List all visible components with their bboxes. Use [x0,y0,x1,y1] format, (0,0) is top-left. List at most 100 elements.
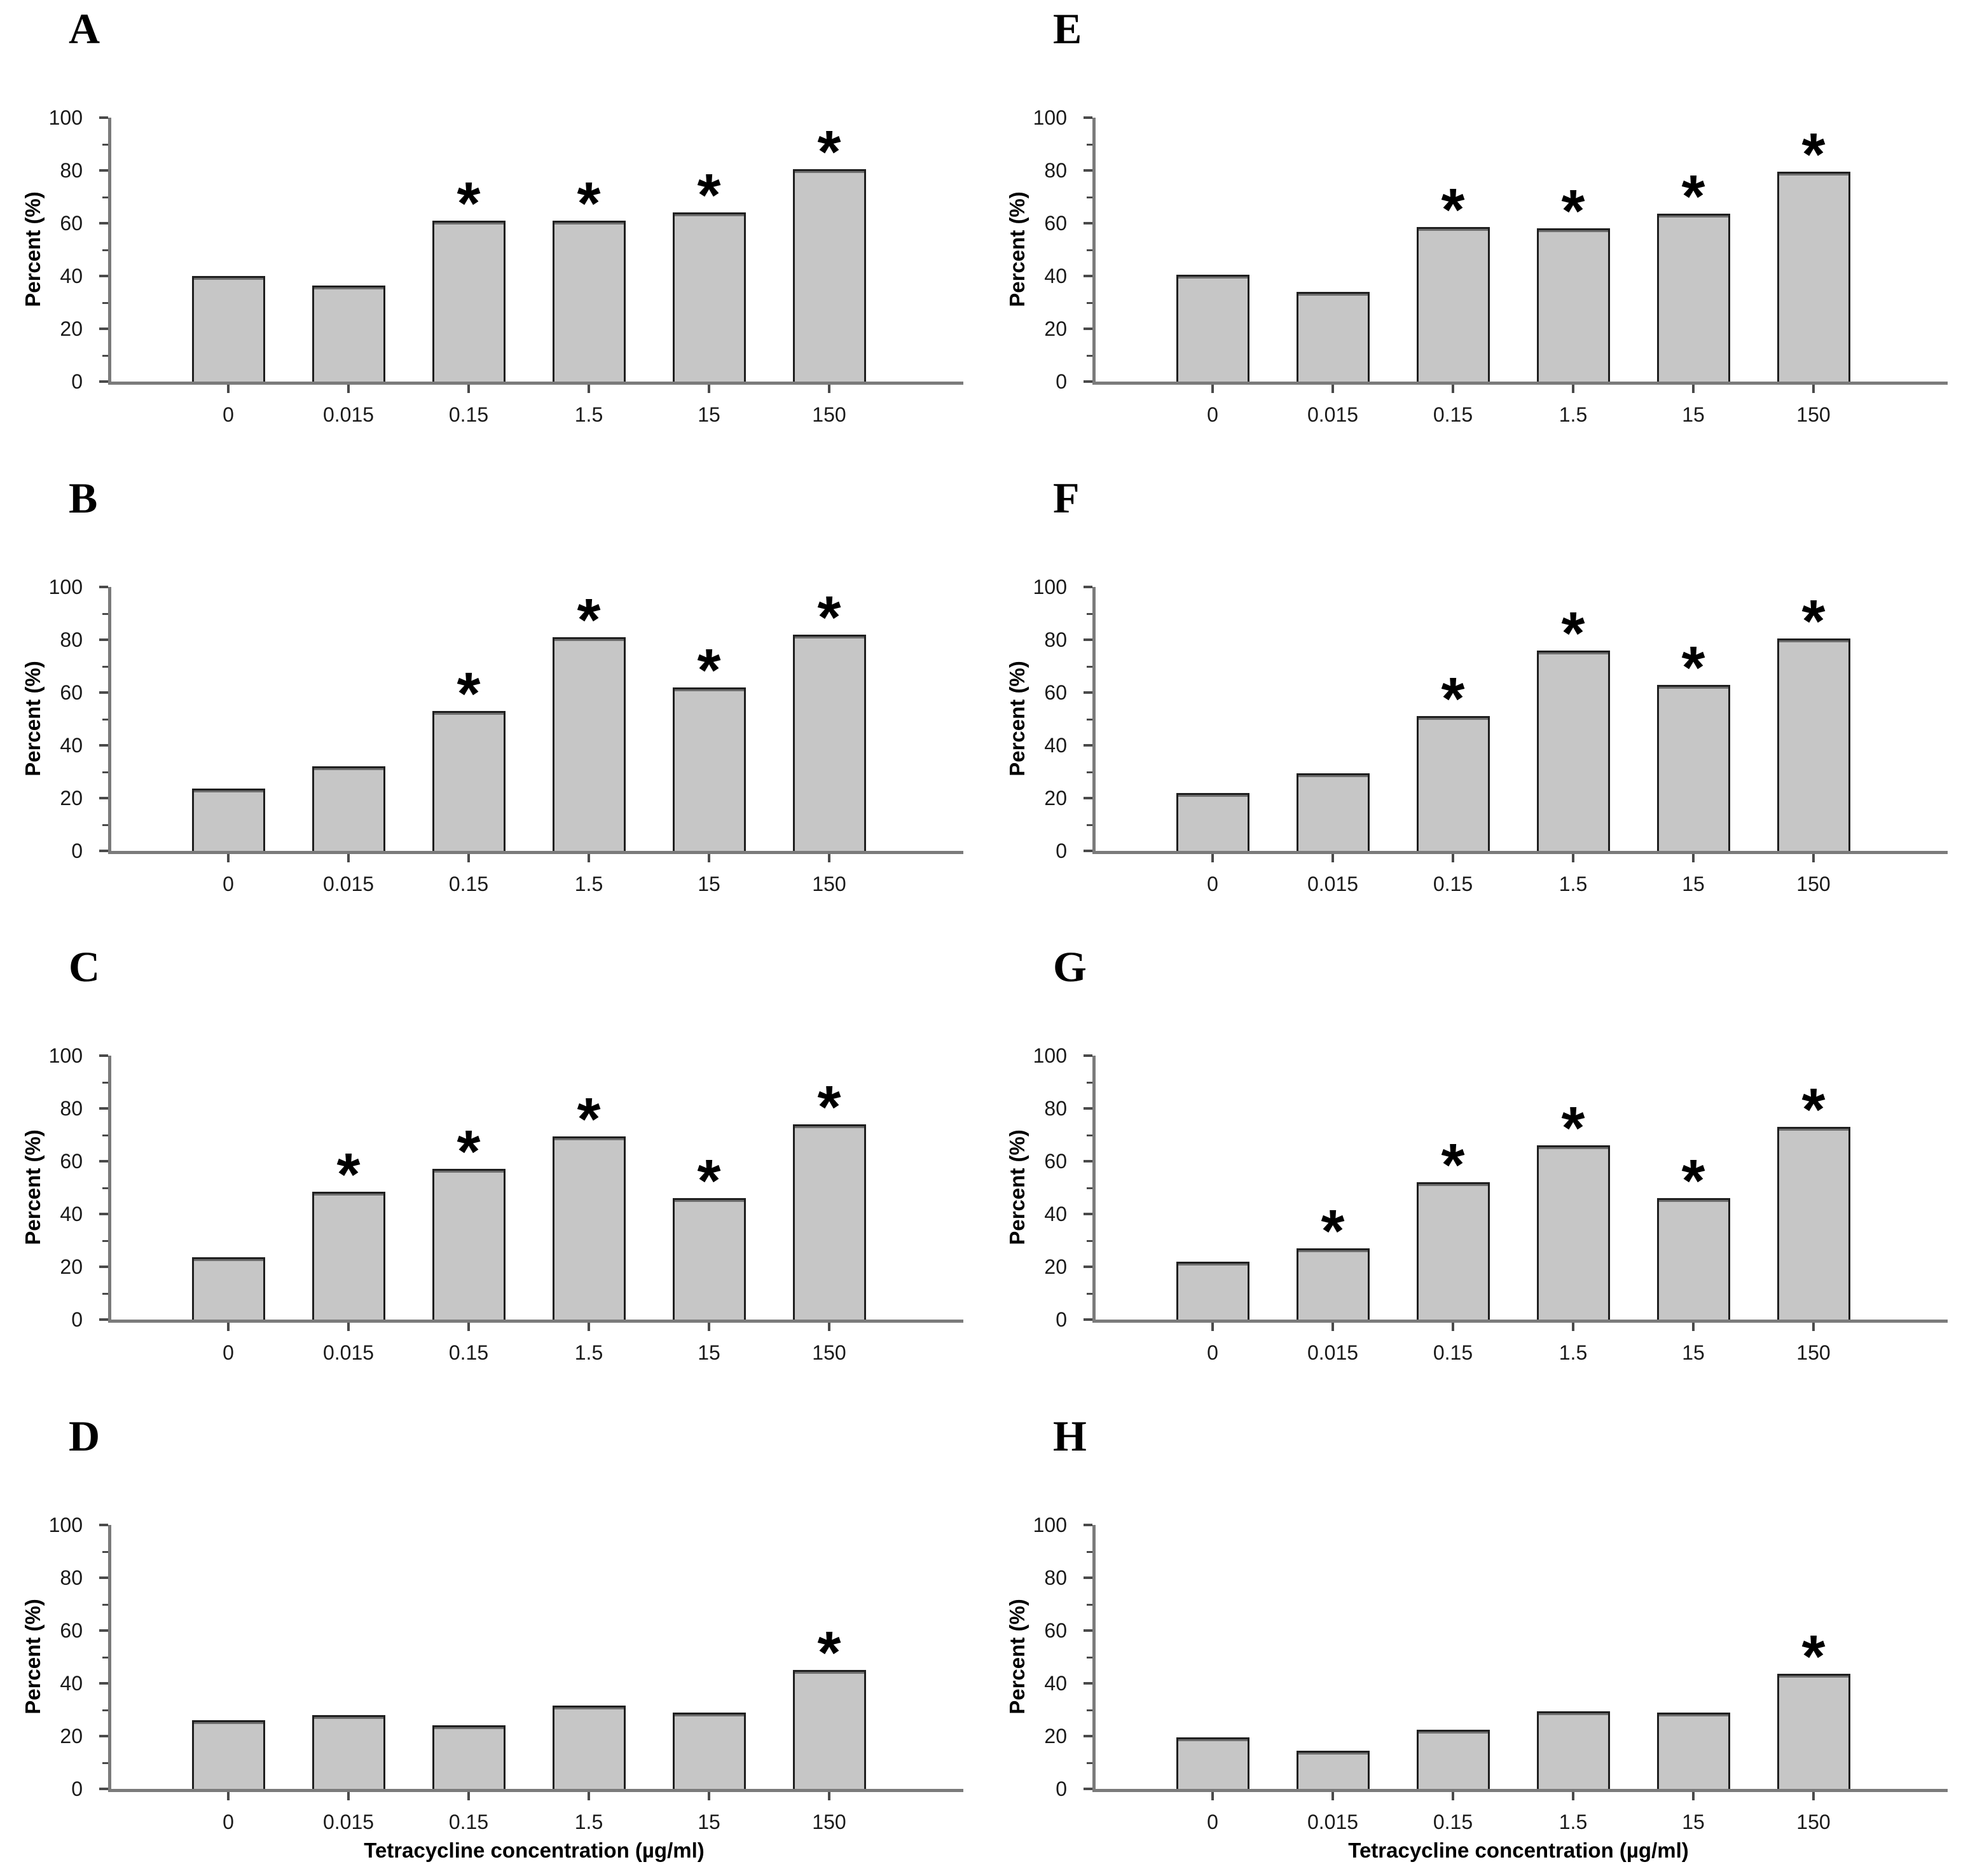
significance-asterisk: * [697,636,721,704]
x-tick [1692,854,1695,862]
significance-asterisk: * [817,1619,841,1687]
x-tick [227,1323,230,1331]
significance-asterisk: * [577,1085,601,1153]
x-tick-label: 0 [223,872,234,895]
bar-top-edge [674,1200,744,1203]
y-minor-tick [102,1762,108,1764]
y-tick-label: 100 [48,576,83,598]
bar-top-edge [1779,174,1848,176]
y-minor-tick [1087,354,1092,357]
y-minor-tick [102,354,108,357]
x-tick-label: 0.015 [322,872,375,895]
y-tick-label: 80 [60,1097,83,1120]
bar-top-edge [1658,1714,1728,1716]
bar-top-edge [1538,1147,1608,1150]
y-minor-tick [1087,665,1092,668]
bar-top-edge [193,790,263,793]
bar [1656,1712,1730,1789]
chart-panel-E: E Percent (%) 0 20 40 60 80 100 0 0.015 * 0.15 * 1.5 *… [984,0,1968,469]
x-tick-label: 1.5 [574,1810,603,1833]
bar [191,1720,265,1789]
y-minor-tick [1087,1292,1092,1295]
y-tick [99,1735,108,1737]
x-tick-label: 15 [698,1341,720,1364]
y-tick [99,1107,108,1110]
y-tick-label: 20 [60,787,83,810]
bar-top-edge [554,638,624,641]
chart-panel-B: B Percent (%) 0 20 40 60 80 100 0 0.015 * 0.15 * 1.5 *… [0,469,984,938]
x-tick [1211,854,1214,862]
bar-top-edge [313,287,383,289]
significance-asterisk: * [697,1147,721,1215]
x-tick-label: 0.15 [448,872,489,895]
significance-asterisk: * [1681,633,1705,701]
bar [1536,1145,1610,1320]
y-tick [99,797,108,799]
bar [191,789,265,851]
chart-panel-C: C Percent (%) 0 20 40 60 80 100 0 * 0.015 * 0.15 * 1.5… [0,938,984,1407]
bar [672,687,746,851]
y-tick [1084,1054,1092,1057]
y-tick [1084,1213,1092,1215]
y-minor-tick [1087,143,1092,146]
bar [312,766,385,851]
bar [1777,1674,1850,1789]
y-tick-label: 60 [1044,1619,1067,1642]
y-tick [1084,1524,1092,1526]
plot-area: 0 20 40 60 80 100 0 * 0.015 * 0.15 * 1.5 * 15 * 150 [49,1044,963,1364]
bar [1656,1198,1730,1320]
bar-top-edge [1418,1184,1488,1187]
x-tick [1452,385,1454,393]
y-minor-tick [1087,1239,1092,1242]
bar [552,637,626,851]
bar [191,1257,265,1320]
y-tick-label: 0 [1056,1777,1067,1800]
y-axis-title: Percent (%) [21,1599,45,1714]
y-tick-label: 60 [60,681,83,704]
bar [1416,716,1490,851]
y-tick-label: 60 [1044,681,1067,704]
significance-asterisk: * [577,169,601,237]
bar [1176,1737,1249,1789]
bar-top-edge [554,1707,624,1710]
y-axis-title: Percent (%) [21,191,45,307]
x-tick-label: 0 [223,1810,234,1833]
y-tick-label: 40 [60,265,83,287]
y-minor-tick [1087,1550,1092,1553]
y-tick-label: 100 [1033,1044,1067,1067]
significance-asterisk: * [1801,1076,1826,1144]
x-tick [1692,385,1695,393]
y-tick [1084,1629,1092,1632]
x-tick-label: 15 [698,403,720,426]
x-tick [1452,854,1454,862]
x-tick-label: 0 [1207,1341,1218,1364]
bar-top-edge [674,689,744,691]
x-tick [588,854,590,862]
y-tick-label: 40 [60,1203,83,1225]
panel-letter: A [69,4,100,53]
x-tick-label: 15 [1682,403,1705,426]
y-tick [99,116,108,119]
x-tick [1452,1323,1454,1331]
bar-top-edge [794,170,864,173]
y-tick-label: 20 [60,1725,83,1748]
plot-area: 0 20 40 60 80 100 0 0.015 0.15 1.5 15 * 150 [49,1514,963,1833]
x-tick [1211,1323,1214,1331]
plot-area: 0 20 40 60 80 100 0 * 0.015 * 0.15 * 1.5 * 15 * 150 [1033,1044,1948,1364]
bar [1536,228,1610,382]
significance-asterisk: * [1801,121,1826,189]
bar [312,1191,385,1320]
y-axis-title: Percent (%) [1005,191,1029,307]
x-tick-label: 1.5 [1559,872,1588,895]
x-tick-label: 0.015 [1307,872,1359,895]
x-tick-label: 150 [812,872,846,895]
x-tick [588,1323,590,1331]
y-minor-tick [102,1239,108,1242]
y-minor-tick [102,1656,108,1659]
y-tick-label: 0 [71,1308,83,1331]
x-tick [588,385,590,393]
x-tick [828,854,830,862]
bar [1536,650,1610,851]
x-tick-label: 0 [223,403,234,426]
x-tick [1211,385,1214,393]
